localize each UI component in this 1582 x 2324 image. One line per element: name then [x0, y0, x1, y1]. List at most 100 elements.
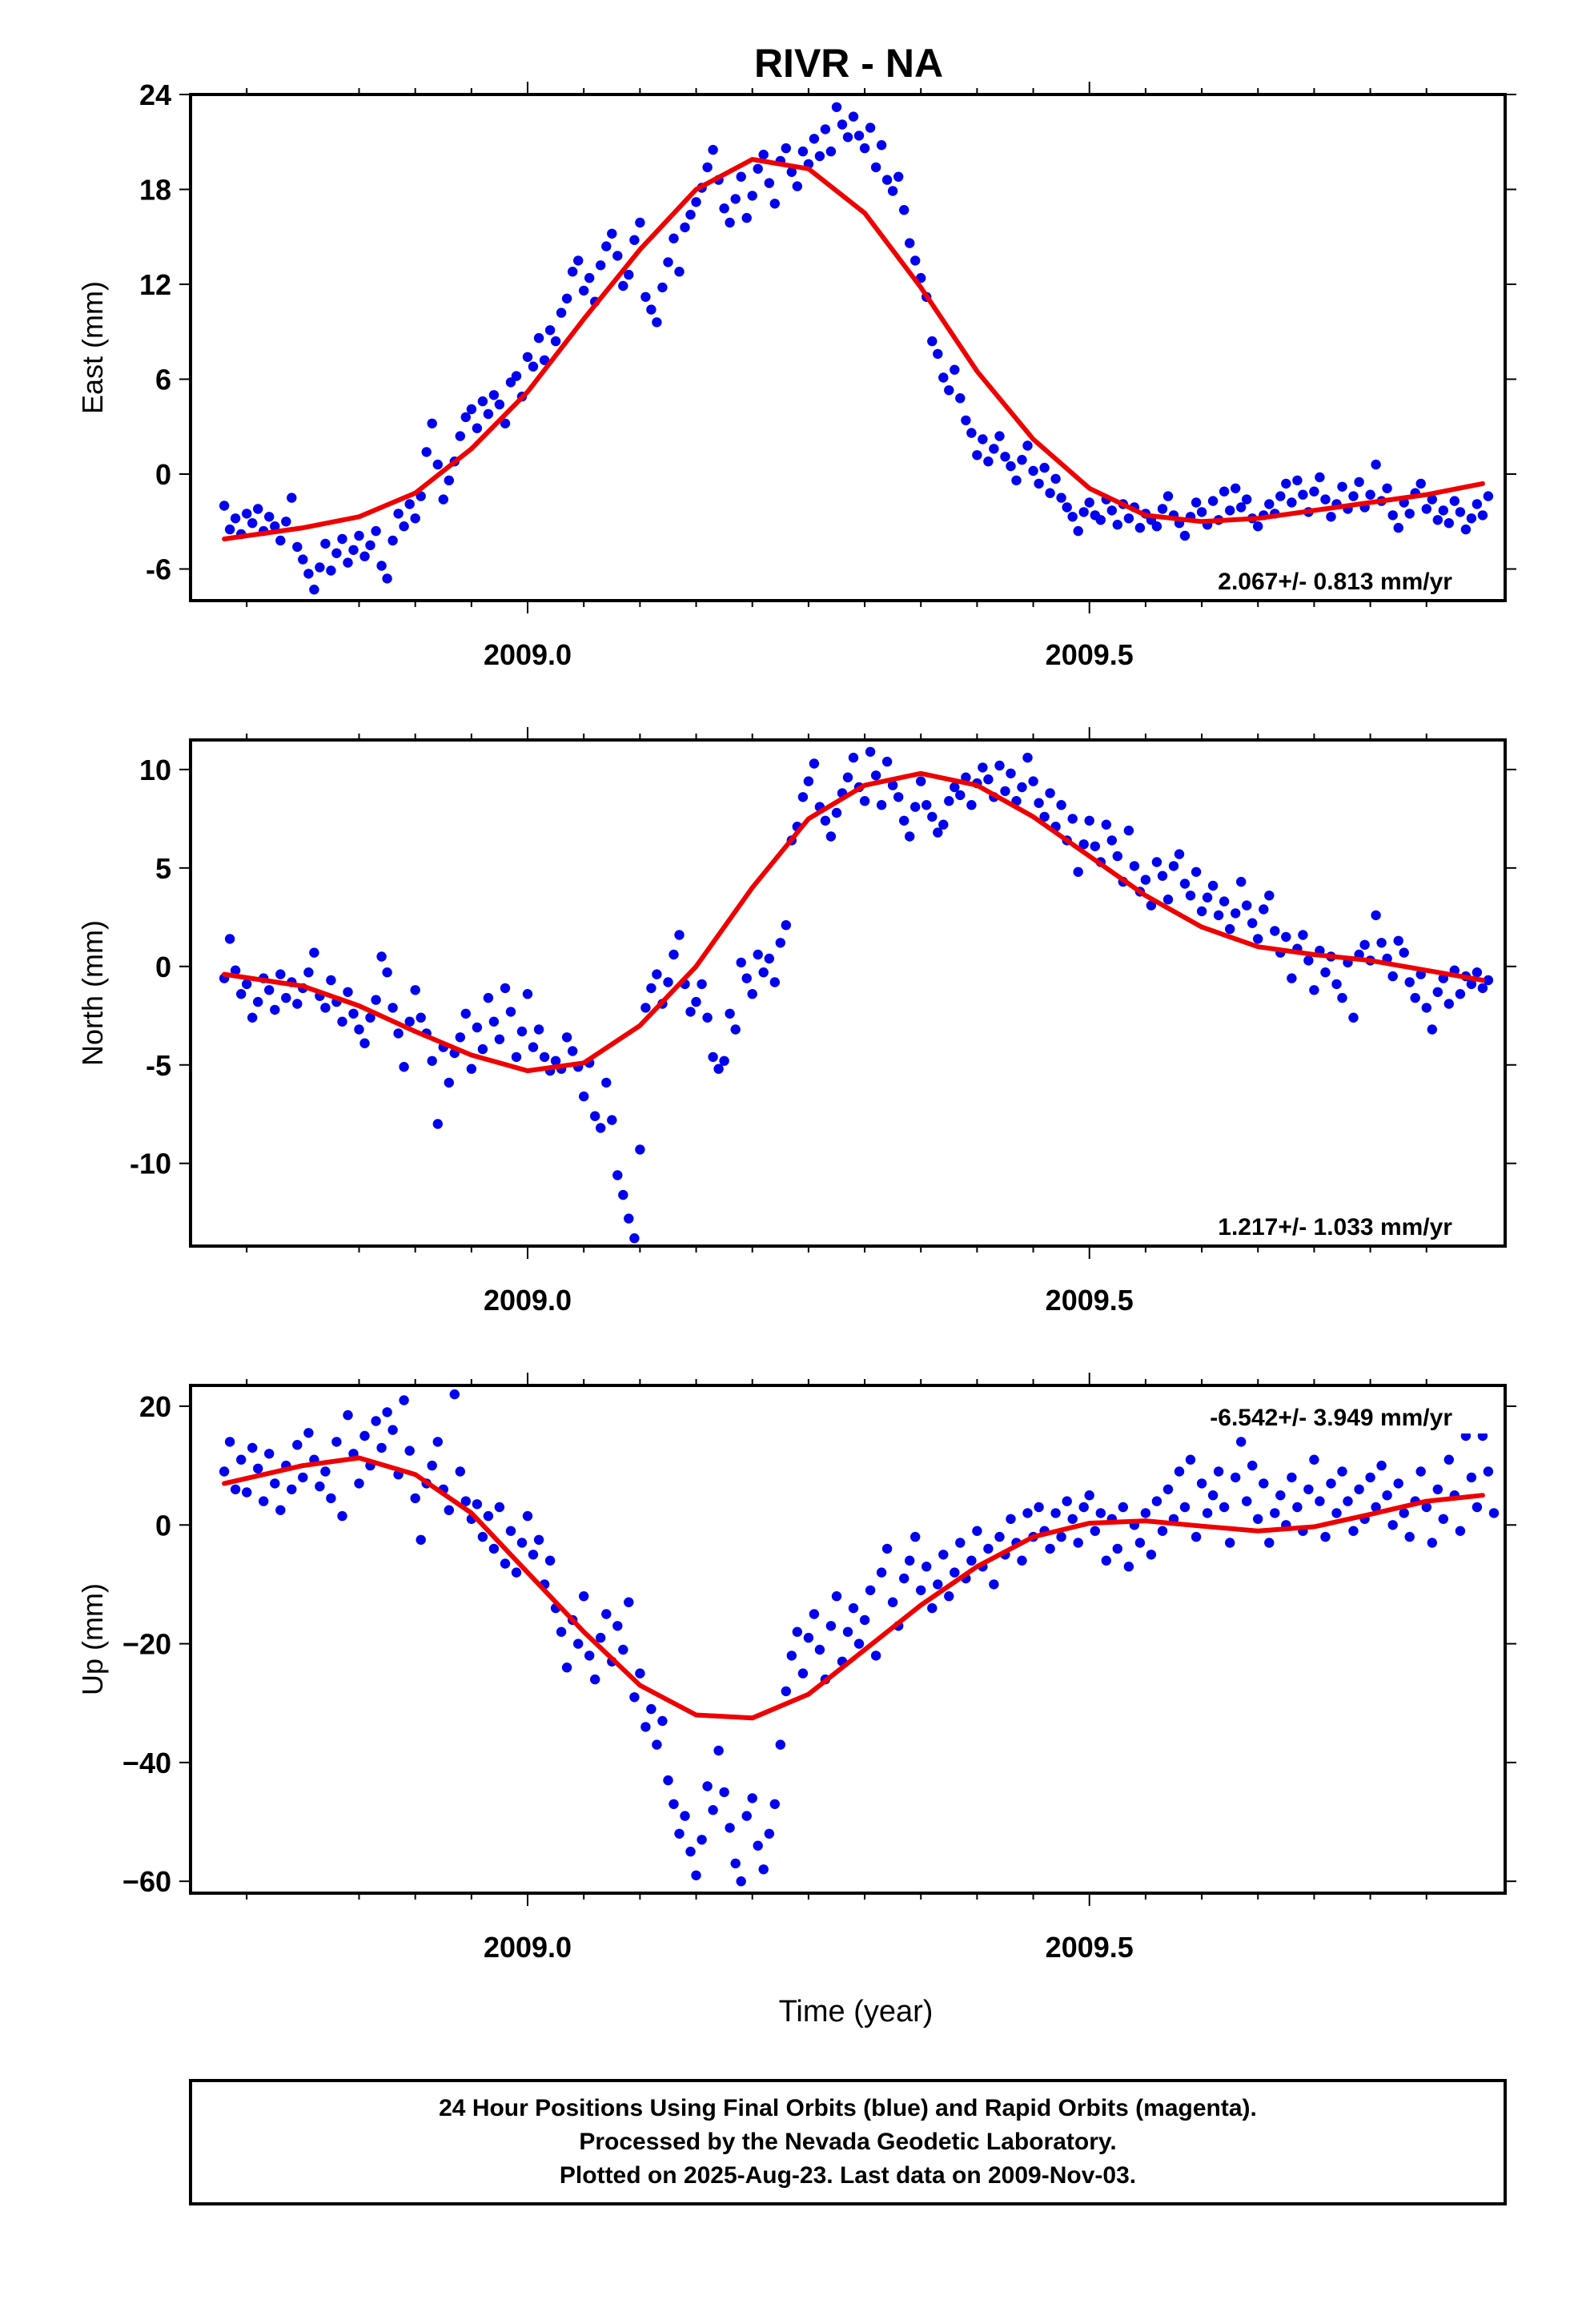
- data-point: [1162, 1484, 1174, 1495]
- data-point: [1140, 875, 1151, 885]
- data-point: [905, 831, 915, 842]
- data-point: [1123, 825, 1134, 836]
- data-point: [1191, 866, 1202, 878]
- data-point: [298, 1472, 308, 1483]
- data-point: [376, 1442, 387, 1454]
- data-point: [275, 535, 286, 546]
- data-point: [1292, 1502, 1303, 1513]
- data-point: [1191, 497, 1202, 508]
- data-point: [736, 171, 746, 182]
- data-point: [657, 282, 668, 293]
- data-point: [376, 951, 387, 962]
- data-point: [1483, 975, 1494, 986]
- data-point: [725, 217, 735, 228]
- data-point: [1348, 491, 1359, 501]
- data-point: [1309, 1454, 1319, 1465]
- data-point: [797, 792, 809, 802]
- data-point: [685, 209, 696, 220]
- data-point: [831, 1591, 842, 1602]
- data-point: [708, 1805, 718, 1815]
- data-point: [1275, 1490, 1286, 1501]
- data-point: [669, 233, 679, 243]
- x-axis-label: Time (year): [779, 1995, 934, 2028]
- data-point: [466, 1063, 477, 1074]
- data-point: [275, 969, 286, 979]
- data-point: [1410, 992, 1420, 1003]
- data-point: [596, 1123, 606, 1133]
- y-tick-label: 12: [139, 268, 171, 301]
- data-point: [1427, 1024, 1438, 1035]
- data-point: [460, 412, 471, 423]
- data-point: [1432, 1484, 1443, 1495]
- data-point: [292, 541, 303, 553]
- data-point: [337, 1016, 347, 1027]
- data-point: [568, 267, 578, 277]
- data-point: [1101, 819, 1112, 830]
- data-point: [1320, 494, 1331, 505]
- data-point: [1073, 1538, 1083, 1548]
- data-point: [797, 146, 809, 157]
- data-point: [1084, 1490, 1094, 1501]
- data-point: [624, 269, 634, 280]
- data-point: [1303, 955, 1314, 966]
- data-point: [1432, 987, 1443, 998]
- data-point: [736, 957, 746, 968]
- data-point: [730, 194, 741, 204]
- data-point: [315, 1481, 325, 1492]
- data-point: [764, 1828, 774, 1839]
- data-point: [522, 989, 533, 999]
- data-point: [1095, 1508, 1106, 1518]
- data-point: [376, 561, 387, 571]
- data-point: [1281, 478, 1291, 489]
- data-point: [1387, 510, 1398, 521]
- data-point: [1196, 507, 1207, 517]
- data-point: [927, 336, 938, 347]
- data-point: [596, 1632, 606, 1643]
- data-point: [938, 1550, 949, 1560]
- data-point: [1264, 499, 1275, 509]
- data-point: [511, 1051, 522, 1063]
- data-point: [825, 831, 837, 842]
- data-point: [1231, 908, 1241, 919]
- data-point: [814, 1644, 825, 1655]
- data-point: [337, 1510, 347, 1522]
- data-point: [719, 203, 729, 214]
- data-point: [1022, 1508, 1033, 1518]
- data-point: [382, 967, 392, 978]
- data-point: [432, 459, 443, 470]
- data-point: [635, 217, 645, 228]
- data-point: [842, 1626, 853, 1637]
- data-point: [899, 1573, 909, 1584]
- data-point: [944, 1591, 954, 1602]
- data-point: [831, 807, 842, 818]
- data-point: [635, 1668, 645, 1679]
- data-point: [348, 545, 359, 555]
- data-point: [758, 967, 769, 978]
- data-point: [1488, 1508, 1500, 1518]
- data-point: [1309, 486, 1319, 497]
- x-tick-label: 2009.0: [484, 638, 572, 671]
- data-point: [680, 222, 690, 233]
- data-point: [753, 1840, 763, 1851]
- data-point: [1000, 786, 1010, 797]
- y-axis-label: Up (mm): [76, 1583, 109, 1695]
- data-point: [652, 969, 662, 979]
- data-point: [1348, 1526, 1359, 1536]
- data-point: [1045, 488, 1055, 498]
- data-point: [427, 1460, 437, 1471]
- data-point: [259, 1496, 269, 1506]
- data-point: [573, 255, 584, 266]
- data-point: [416, 1012, 426, 1023]
- data-point: [612, 251, 623, 261]
- y-tick-label: 10: [139, 754, 171, 786]
- data-point: [1421, 1502, 1432, 1513]
- data-point: [741, 1811, 752, 1821]
- data-point: [769, 977, 780, 987]
- data-point: [1404, 977, 1415, 987]
- data-point: [1287, 973, 1297, 983]
- data-point: [1039, 462, 1050, 473]
- data-point: [691, 996, 701, 1007]
- data-point: [758, 1864, 769, 1875]
- data-point: [516, 1026, 528, 1037]
- data-point: [1371, 1502, 1381, 1513]
